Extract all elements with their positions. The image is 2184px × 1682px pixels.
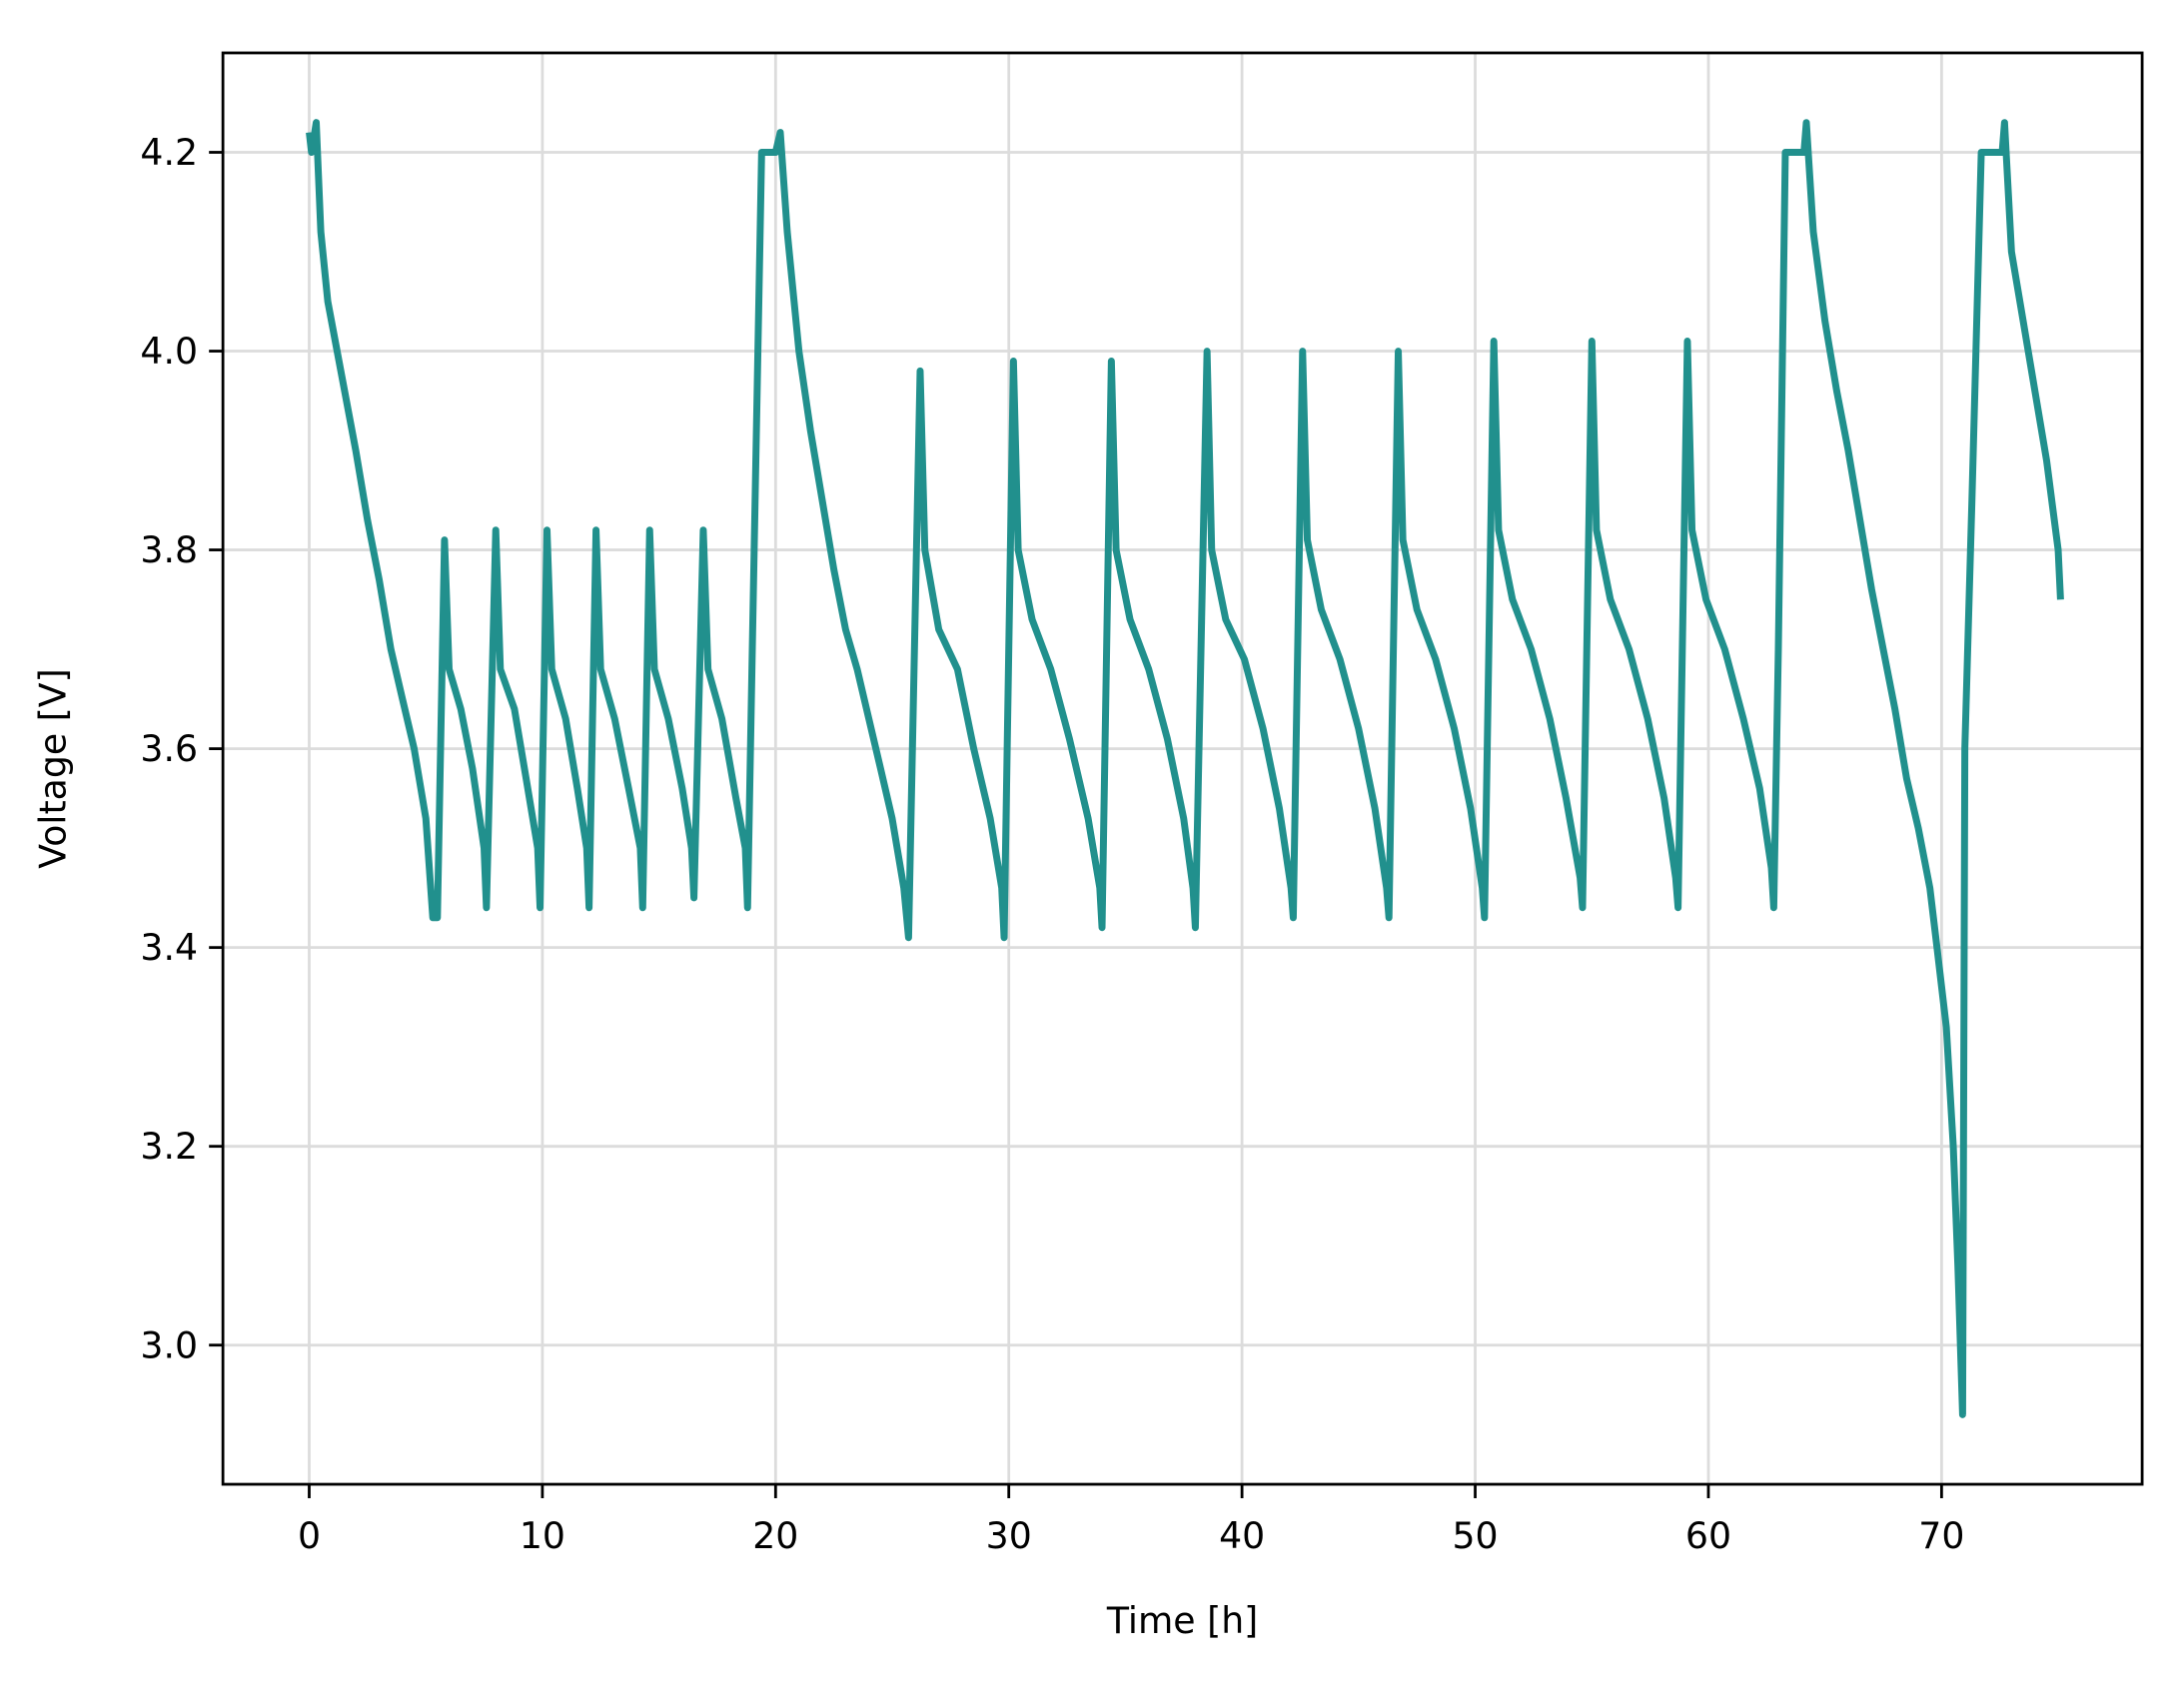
plot-frame (221, 51, 2144, 1486)
y-axis: 3.0 3.2 3.4 3.6 3.8 4.0 4.2 (140, 131, 224, 1366)
voltage-line (306, 119, 2064, 1418)
y-tick-label: 3.6 (140, 727, 198, 770)
x-tick-label: 70 (1918, 1514, 1964, 1557)
y-tick-label: 3.0 (140, 1323, 198, 1366)
grid (223, 52, 2143, 1485)
y-axis-label: Voltage [V] (32, 668, 75, 869)
x-tick-label: 20 (752, 1514, 798, 1557)
x-tick-label: 60 (1685, 1514, 1731, 1557)
x-tick-label: 0 (298, 1514, 321, 1557)
x-tick-label: 50 (1452, 1514, 1498, 1557)
x-axis-label: Time [h] (1106, 1599, 1258, 1642)
y-tick-label: 3.4 (140, 926, 198, 969)
x-tick-label: 30 (986, 1514, 1032, 1557)
y-tick-label: 3.8 (140, 528, 198, 571)
x-tick-label: 40 (1219, 1514, 1265, 1557)
x-axis: 0 10 20 30 40 50 60 70 (298, 1484, 1964, 1557)
series-layer (306, 119, 2064, 1418)
y-tick-label: 4.2 (140, 131, 198, 174)
x-tick-label: 10 (520, 1514, 565, 1557)
y-tick-label: 4.0 (140, 330, 198, 373)
y-tick-label: 3.2 (140, 1125, 198, 1168)
